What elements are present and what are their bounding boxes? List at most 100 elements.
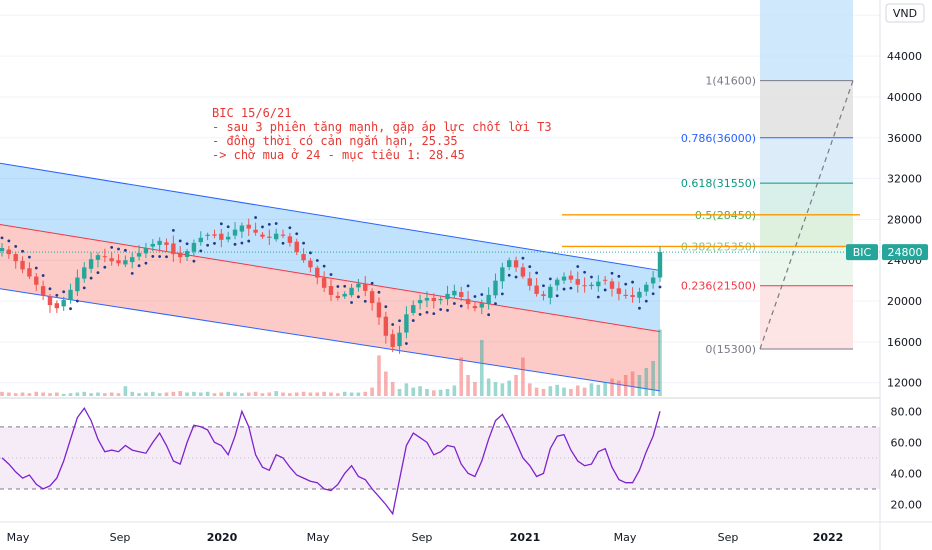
candle-body [404, 314, 409, 333]
sar-dot [226, 225, 230, 229]
volume-bar [418, 386, 422, 396]
analysis-note[interactable]: BIC 15/6/21 - sau 3 phiên tăng mạnh, gặp… [212, 106, 559, 162]
volume-bar [178, 391, 183, 396]
candle-body [472, 306, 478, 309]
volume-bar [260, 393, 265, 396]
volume-bar [432, 390, 436, 396]
sar-dot [391, 323, 395, 326]
sar-dot [82, 286, 86, 290]
sar-dot [411, 319, 415, 322]
candle-body [335, 295, 341, 298]
volume-bar [109, 392, 114, 396]
candle-body [123, 260, 128, 265]
candle-body [534, 285, 539, 294]
volume-bar [336, 393, 340, 396]
candle-body [500, 267, 505, 282]
volume-bar [575, 385, 580, 396]
volume-bar [13, 393, 18, 396]
sar-dot [370, 281, 374, 285]
sar-dot [322, 264, 326, 268]
volume-bar [68, 393, 73, 396]
volume-bar [205, 391, 210, 396]
volume-bar [637, 375, 642, 396]
sar-dot [562, 287, 566, 291]
sar-dot [514, 275, 518, 279]
candle-body [376, 302, 382, 318]
candle-body [95, 255, 101, 260]
sar-dot [261, 225, 264, 229]
volume-bar [507, 380, 512, 396]
sar-dot [446, 308, 449, 312]
candle-body [650, 277, 656, 284]
sar-dot [288, 226, 292, 230]
fib-band [760, 80, 853, 138]
price-tick-label: 40000 [887, 91, 922, 104]
volume-bar [301, 391, 306, 396]
currency-label: VND [893, 7, 917, 20]
candle-body [301, 254, 306, 261]
sar-dot [123, 248, 127, 252]
fib-trend-line [759, 80, 854, 350]
candle-body [582, 285, 587, 287]
volume-bar [281, 392, 285, 396]
candle-body [397, 332, 402, 347]
candle-body [616, 288, 622, 294]
volume-bar [384, 371, 388, 396]
fibonacci-retracement[interactable]: 1(41600)0.786(36000)0.618(31550)0.5(2845… [681, 0, 854, 356]
sar-dot [96, 271, 100, 275]
volume-bar [240, 393, 244, 396]
volume-bar [342, 391, 347, 396]
candle-body [417, 300, 423, 304]
candle-body [541, 294, 546, 296]
sar-dot [398, 319, 401, 323]
candle-body [13, 254, 18, 262]
sar-dot [363, 299, 367, 303]
sar-dot [631, 280, 634, 284]
candle-body [465, 298, 471, 305]
candle-body [513, 260, 519, 268]
candle-body [54, 303, 60, 309]
sar-dot [590, 275, 593, 279]
sar-dot [151, 255, 155, 258]
candle-body [589, 284, 594, 287]
volume-bar [246, 392, 251, 396]
candle-body [88, 259, 94, 269]
volume-bar [157, 393, 162, 396]
sar-dot [240, 241, 244, 245]
volume-bar [116, 393, 121, 396]
sar-dot [192, 259, 196, 263]
volume-bar [315, 392, 320, 396]
candle-body [369, 291, 375, 304]
candle-body [315, 267, 320, 278]
volume-bar [569, 389, 573, 396]
volume-bar [527, 383, 532, 396]
candle-body [349, 287, 354, 296]
candle-body [246, 224, 251, 229]
fib-extension-band [760, 0, 853, 81]
volume-bar [61, 393, 66, 396]
candle-body [431, 297, 437, 302]
volume-bar [534, 387, 539, 396]
price-axis[interactable]: 4800044000400003600032000280002400020000… [887, 9, 922, 389]
volume-bar [329, 392, 333, 396]
volume-bar [377, 355, 381, 396]
rsi-axis[interactable]: 80.00 60.00 40.00 20.00 [891, 405, 923, 511]
sar-dot [110, 246, 114, 249]
currency-badge[interactable]: VND [885, 3, 925, 23]
note-line: -> chờ mua ở 24 - mục tiêu 1: 28.45 [212, 148, 465, 162]
candle-body [321, 277, 327, 288]
volume-bar [0, 391, 4, 396]
candle-body [75, 277, 80, 292]
fib-band [760, 246, 853, 286]
time-axis[interactable]: May Sep 2020 May Sep 2021 May Sep 2022 [7, 531, 844, 544]
candle-body [212, 234, 217, 236]
sar-dot [315, 259, 319, 262]
volume-bar [144, 392, 148, 396]
candle-body [328, 286, 334, 295]
volume-bar [370, 387, 374, 396]
candle-body [657, 252, 663, 278]
sar-dot [487, 313, 491, 317]
sar-dot [350, 301, 353, 304]
resistance-lines[interactable] [562, 214, 860, 248]
